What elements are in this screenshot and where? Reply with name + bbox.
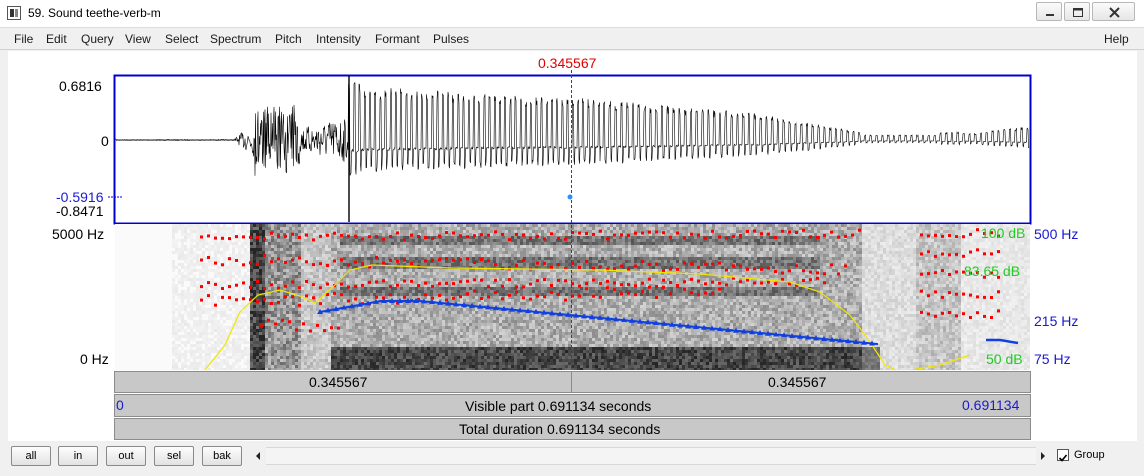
total-duration-label: Total duration 0.691134 seconds: [459, 421, 661, 437]
freq-bottom-label: 0 Hz: [80, 351, 109, 367]
close-button[interactable]: [1092, 2, 1135, 21]
menu-edit[interactable]: Edit: [46, 32, 67, 46]
pitch-cursor-label: 215 Hz: [1034, 313, 1079, 329]
scroll-left-icon: [256, 452, 260, 460]
horizontal-scrollbar[interactable]: [266, 447, 1036, 465]
freq-top-label: 5000 Hz: [52, 226, 105, 242]
menu-spectrum[interactable]: Spectrum: [210, 32, 262, 46]
intensity-cursor-label: 83.65 dB: [964, 263, 1021, 279]
zoom-out-button[interactable]: out: [106, 446, 146, 466]
maximize-button[interactable]: [1064, 2, 1090, 21]
intensity-min-label: 50 dB: [986, 351, 1023, 367]
cursor-time-label: 0.345567: [538, 55, 597, 71]
pitch-min-label: 75 Hz: [1034, 351, 1071, 367]
menu-bar: File Edit Query View Select Spectrum Pit…: [0, 28, 1144, 50]
visible-end-time: 0.691134: [962, 397, 1020, 413]
group-label: Group: [1074, 449, 1105, 461]
visible-part-label: Visible part 0.691134 seconds: [465, 398, 652, 414]
zoom-back-button[interactable]: bak: [202, 446, 242, 466]
menu-formant[interactable]: Formant: [375, 32, 420, 46]
window-title: 59. Sound teethe-verb-m: [28, 6, 161, 20]
visible-start-time: 0: [116, 397, 124, 413]
waveform-min-label: -0.8471: [56, 203, 104, 219]
minimize-icon: [1046, 14, 1054, 16]
right-interval-bar[interactable]: 0.345567: [571, 371, 1031, 393]
group-checkbox[interactable]: [1057, 449, 1069, 462]
left-interval-bar[interactable]: 0.345567: [114, 371, 572, 393]
zoom-selection-button[interactable]: sel: [154, 446, 194, 466]
title-bar: 59. Sound teethe-verb-m: [0, 0, 1144, 28]
total-duration-bar[interactable]: Total duration 0.691134 seconds: [114, 418, 1031, 440]
left-interval-label: 0.345567: [309, 374, 368, 390]
zoom-all-button[interactable]: all: [11, 446, 51, 466]
menu-file[interactable]: File: [14, 32, 34, 46]
bottom-bar: all in out sel bak Group: [0, 441, 1144, 476]
waveform-max-label: 0.6816: [59, 78, 102, 94]
intensity-max-label: 100 dB: [981, 225, 1026, 241]
menu-intensity[interactable]: Intensity: [316, 32, 361, 46]
menu-pitch[interactable]: Pitch: [275, 32, 302, 46]
zoom-in-button[interactable]: in: [58, 446, 98, 466]
checkmark-icon: [1058, 454, 1068, 462]
minimize-button[interactable]: [1036, 2, 1062, 21]
scroll-right-button[interactable]: [1037, 447, 1048, 465]
scroll-left-button[interactable]: [253, 447, 264, 465]
close-icon: [1109, 7, 1120, 18]
praat-sound-icon: [7, 6, 21, 20]
visible-part-bar[interactable]: Visible part 0.691134 seconds: [114, 394, 1031, 417]
menu-select[interactable]: Select: [165, 32, 199, 46]
menu-pulses[interactable]: Pulses: [433, 32, 470, 46]
waveform-zero-label: 0: [101, 133, 109, 149]
scroll-right-icon: [1041, 452, 1045, 460]
right-interval-label: 0.345567: [768, 374, 827, 390]
menu-query[interactable]: Query: [81, 32, 114, 46]
menu-view[interactable]: View: [125, 32, 151, 46]
menu-help[interactable]: Help: [1104, 32, 1129, 46]
pitch-max-label: 500 Hz: [1034, 226, 1079, 242]
maximize-icon: [1073, 8, 1083, 17]
